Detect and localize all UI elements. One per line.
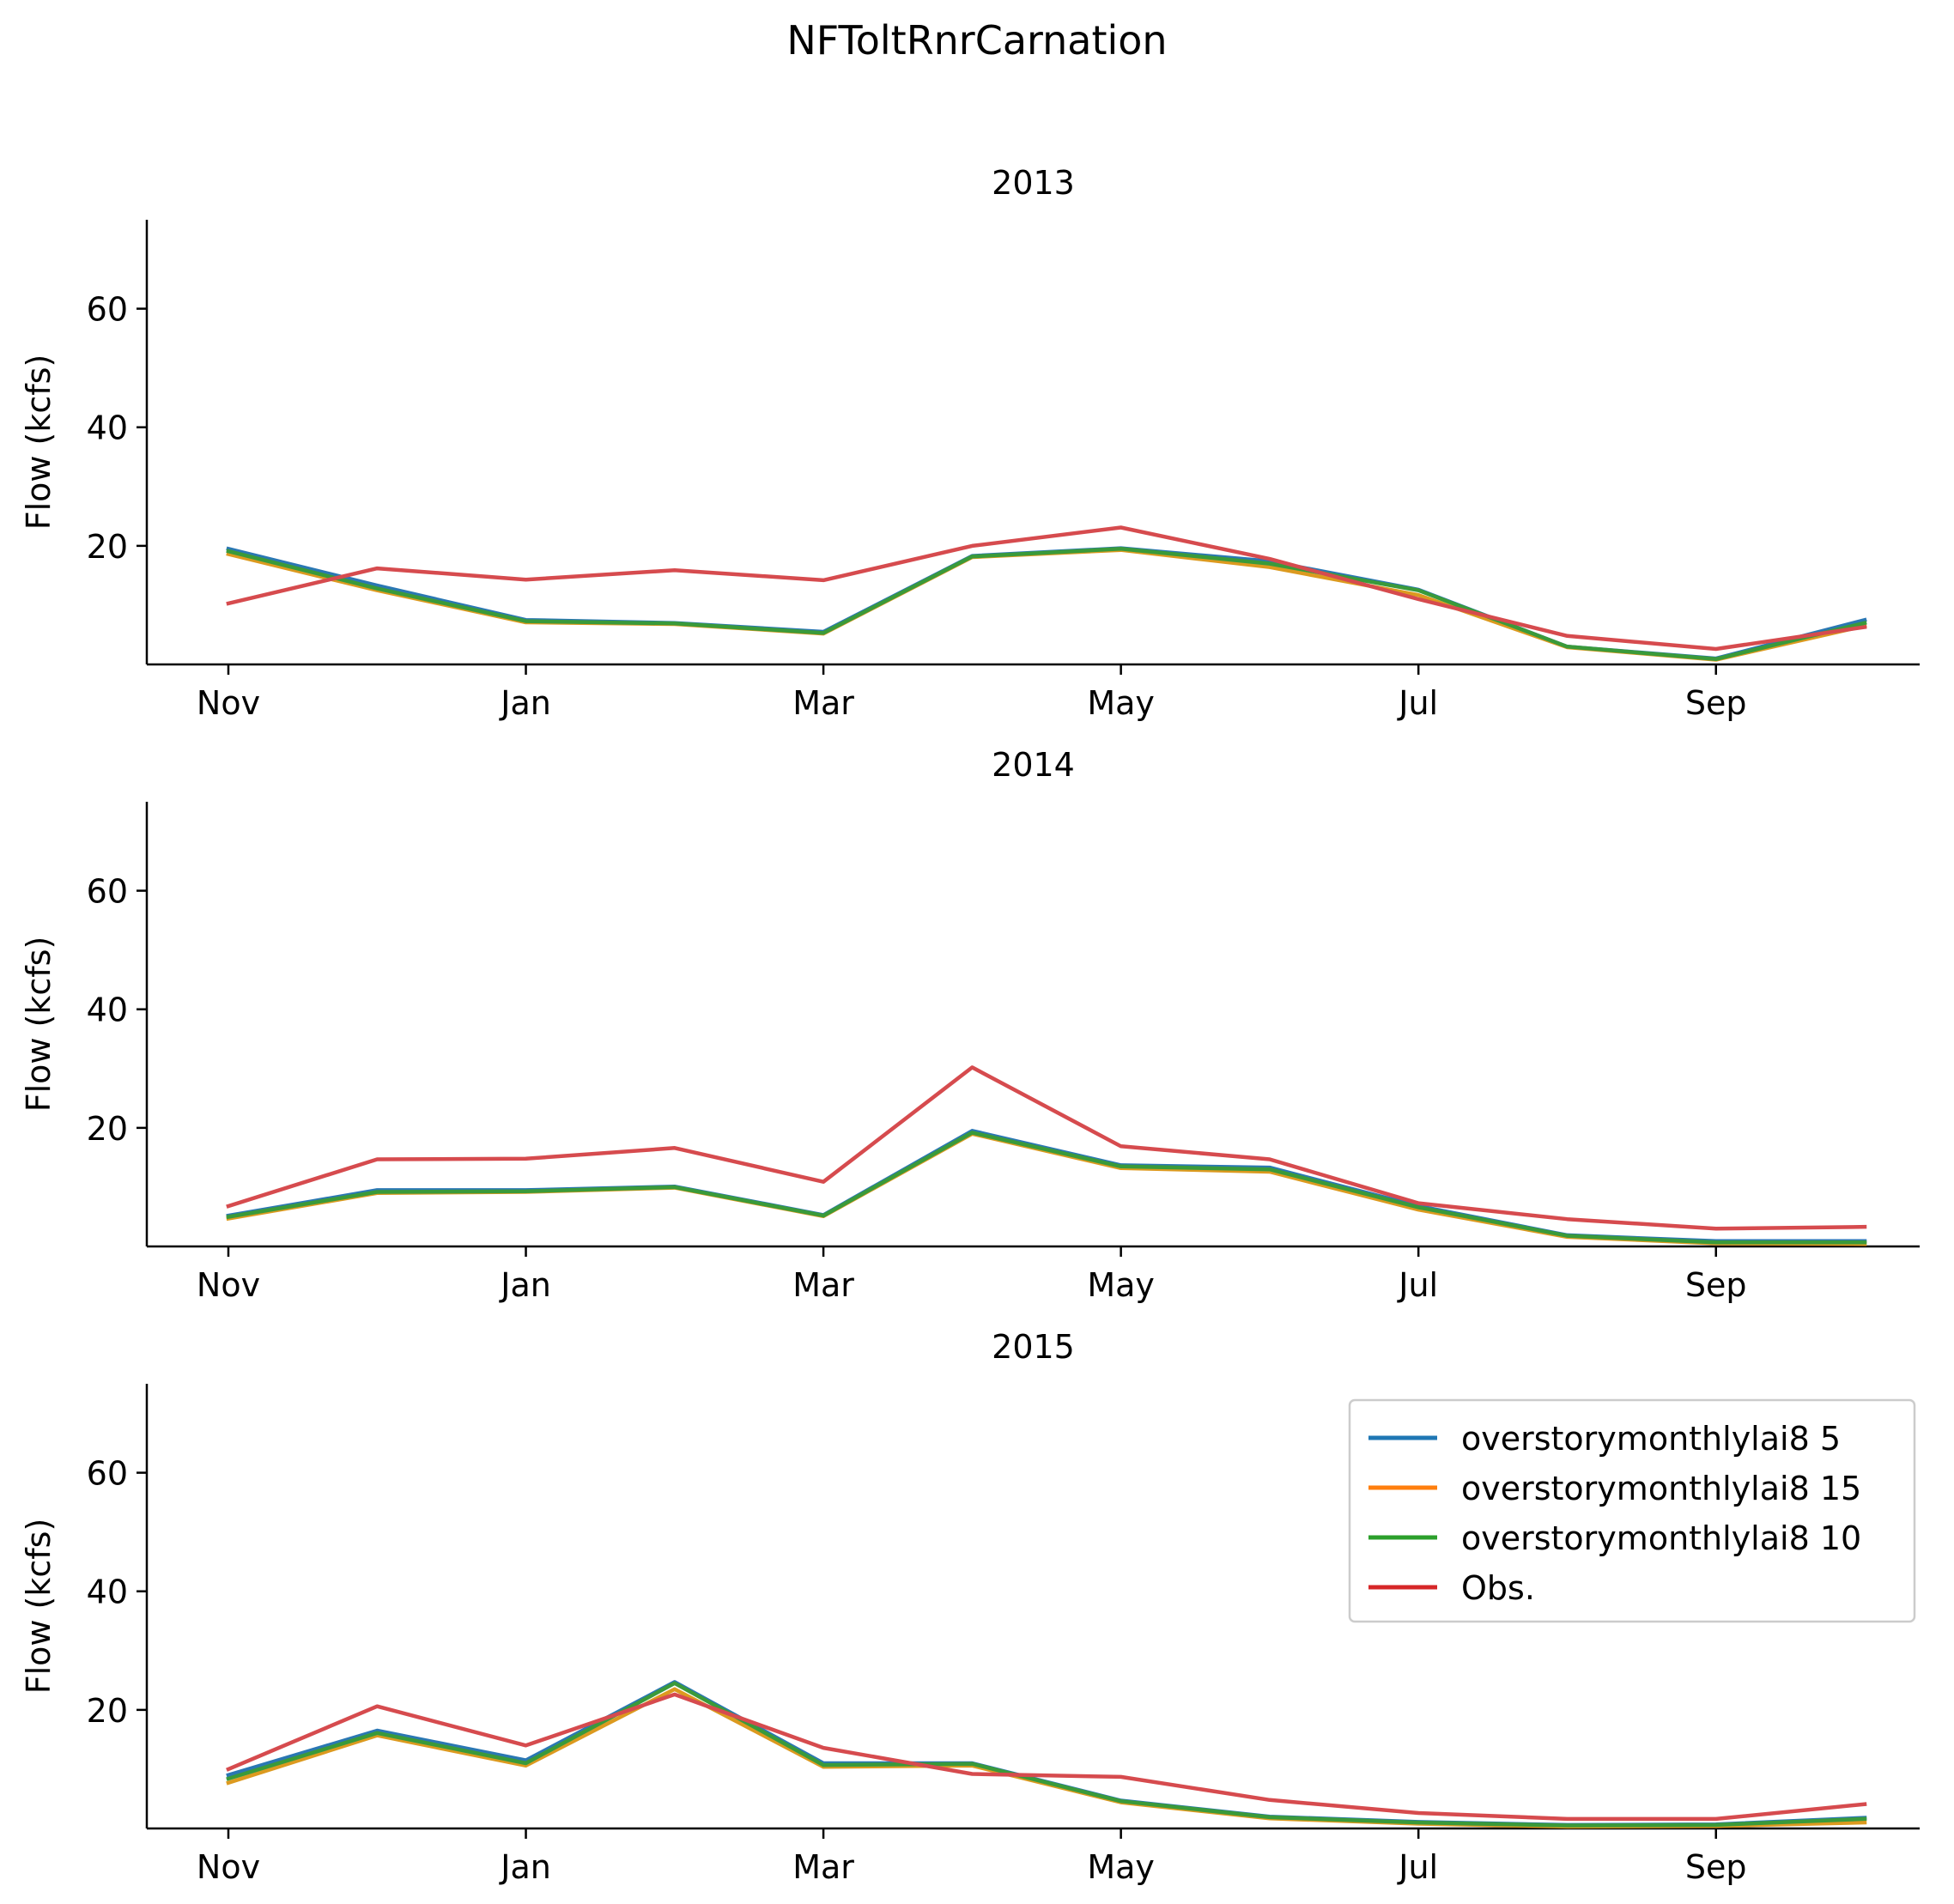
x-tick-label: Mar — [792, 1848, 854, 1886]
series-line-overstorymonthlylai8-15 — [226, 548, 1867, 662]
y-tick-label: 60 — [87, 291, 128, 329]
x-tick-label: Jul — [1397, 684, 1438, 722]
panel-2014: 2014 20 40 60 Flow (kcfs) Nov Jan Mar May Jul Sep — [20, 746, 1920, 1304]
x-tick-label: Jan — [499, 684, 551, 722]
legend-label: overstorymonthlylai8 15 — [1461, 1470, 1861, 1507]
series-line-obs- — [226, 1692, 1867, 1822]
x-tick-label: Sep — [1685, 684, 1747, 722]
series-line-obs- — [226, 525, 1867, 652]
panel-2013: 2013 20 40 60 Flow (kcfs) Nov Jan Mar May Jul Sep — [20, 164, 1920, 722]
series-line-overstorymonthlylai8-10 — [226, 1681, 1867, 1828]
x-tick-label: Jan — [499, 1848, 551, 1886]
y-tick-label: 40 — [87, 409, 128, 447]
legend: overstorymonthlylai8 5 overstorymonthlyla… — [1348, 1398, 1916, 1623]
x-tick-label: Jan — [499, 1266, 551, 1304]
y-tick-label: 60 — [87, 873, 128, 911]
panel-title: 2014 — [992, 746, 1075, 784]
panel-title: 2013 — [992, 164, 1075, 202]
panel-title: 2015 — [992, 1328, 1075, 1366]
legend-label: Obs. — [1461, 1569, 1535, 1607]
x-tick-label: Nov — [197, 684, 260, 722]
panel-2015: 2015 20 40 60 Flow (kcfs) Nov Jan Mar May Jul Sep o… — [20, 1328, 1920, 1886]
series-line-overstorymonthlylai8-10 — [226, 1131, 1867, 1245]
x-tick-label: Jul — [1397, 1266, 1438, 1304]
y-tick-label: 40 — [87, 991, 128, 1029]
series-line-overstorymonthlylai8-5 — [226, 1129, 1867, 1244]
legend-label: overstorymonthlylai8 10 — [1461, 1519, 1861, 1557]
y-tick-label: 20 — [87, 528, 128, 566]
y-tick-label: 60 — [87, 1455, 128, 1493]
series-line-overstorymonthlylai8-15 — [226, 1687, 1867, 1829]
x-tick-label: Sep — [1685, 1266, 1747, 1304]
y-tick-label: 40 — [87, 1574, 128, 1611]
figure-title: NFToltRnrCarnation — [786, 17, 1168, 64]
x-tick-label: Sep — [1685, 1848, 1747, 1886]
x-tick-label: Mar — [792, 1266, 854, 1304]
x-tick-label: Mar — [792, 684, 854, 722]
x-tick-label: Jul — [1397, 1848, 1438, 1886]
x-tick-label: May — [1087, 684, 1155, 722]
legend-frame — [1348, 1398, 1916, 1623]
y-axis-label: Flow (kcfs) — [20, 1519, 58, 1695]
x-tick-label: May — [1087, 1848, 1155, 1886]
y-axis-label: Flow (kcfs) — [20, 355, 58, 531]
y-tick-label: 20 — [87, 1692, 128, 1730]
y-tick-label: 20 — [87, 1110, 128, 1148]
x-tick-label: Nov — [197, 1848, 260, 1886]
x-tick-label: May — [1087, 1266, 1155, 1304]
series-line-overstorymonthlylai8-10 — [226, 547, 1867, 662]
x-tick-label: Nov — [197, 1266, 260, 1304]
series-line-obs- — [226, 1065, 1867, 1231]
y-axis-label: Flow (kcfs) — [20, 937, 58, 1113]
legend-label: overstorymonthlylai8 5 — [1461, 1420, 1841, 1458]
